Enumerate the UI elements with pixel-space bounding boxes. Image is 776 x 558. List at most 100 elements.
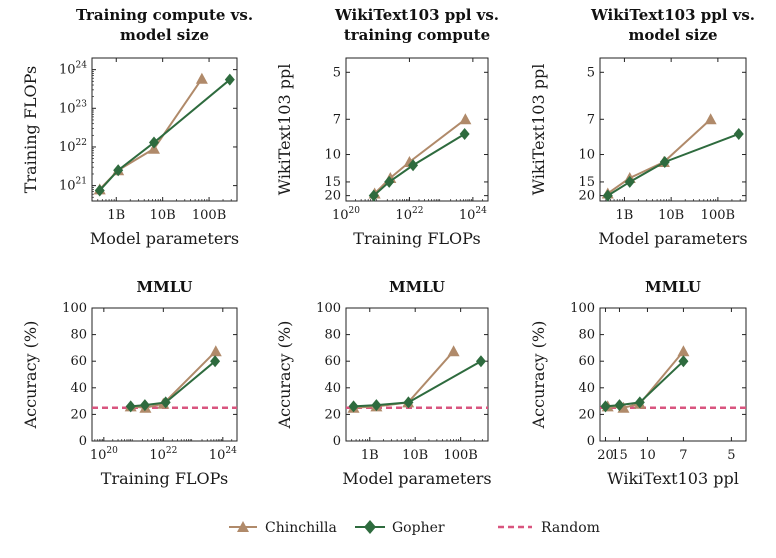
chart-title: MMLU bbox=[136, 278, 192, 296]
data-point-gopher bbox=[659, 156, 670, 168]
y-axis-label: Accuracy (%) bbox=[275, 321, 294, 430]
data-point-gopher bbox=[624, 175, 635, 188]
data-point-gopher bbox=[602, 189, 613, 202]
series-line-gopher bbox=[98, 78, 231, 192]
x-tick-label: 1B bbox=[361, 448, 379, 463]
data-point-gopher bbox=[139, 399, 150, 412]
x-tick-label: 1020 bbox=[332, 206, 360, 223]
x-tick-label: 1024 bbox=[209, 446, 237, 463]
data-point-gopher bbox=[125, 400, 136, 413]
y-tick-label: 100 bbox=[62, 301, 87, 316]
y-tick-label: 1021 bbox=[59, 177, 87, 194]
y-tick-label: 100 bbox=[570, 301, 595, 316]
data-point-gopher bbox=[678, 355, 689, 368]
y-tick-label: 40 bbox=[578, 381, 595, 396]
x-tick-label: 7 bbox=[679, 448, 687, 463]
data-point-gopher bbox=[368, 189, 379, 202]
y-tick-label: 20 bbox=[578, 189, 595, 204]
y-tick-label: 0 bbox=[333, 434, 341, 449]
y-tick-label: 20 bbox=[70, 407, 87, 422]
legend-chinchilla-marker bbox=[237, 521, 249, 532]
plot-frame bbox=[599, 57, 747, 202]
y-tick-label: 60 bbox=[578, 354, 595, 369]
data-point-gopher bbox=[733, 127, 744, 140]
x-tick-label: 1022 bbox=[395, 206, 423, 223]
y-tick-label: 15 bbox=[578, 175, 595, 190]
x-tick-label: 20 bbox=[597, 448, 614, 463]
y-tick-label: 1024 bbox=[59, 61, 87, 78]
data-point-gopher bbox=[160, 396, 171, 409]
data-point-gopher bbox=[403, 396, 414, 409]
x-tick-label: 100B bbox=[701, 208, 735, 223]
x-axis-label: Model parameters bbox=[598, 229, 747, 248]
chart-title: Training compute vs. model size bbox=[76, 6, 253, 44]
x-axis-label: Model parameters bbox=[342, 469, 491, 488]
plot-frame bbox=[599, 307, 747, 442]
data-point-chinchilla bbox=[677, 345, 690, 357]
series-line-gopher bbox=[130, 360, 216, 408]
y-tick-label: 80 bbox=[324, 328, 341, 343]
y-axis-label: Accuracy (%) bbox=[529, 321, 548, 430]
x-tick-label: 1022 bbox=[149, 446, 177, 463]
y-tick-label: 0 bbox=[79, 434, 87, 449]
data-point-gopher bbox=[384, 175, 395, 188]
plot-frame bbox=[345, 307, 489, 442]
chart-c2: WikiText103 ppl vs. training compute 1020 1… bbox=[275, 6, 499, 248]
y-tick-label: 5 bbox=[587, 65, 595, 80]
data-point-gopher bbox=[371, 399, 382, 412]
x-axis-label: Model parameters bbox=[90, 229, 239, 248]
chart-title: MMLU bbox=[645, 278, 701, 296]
x-tick-label: 10 bbox=[639, 448, 656, 463]
data-point-gopher bbox=[634, 396, 645, 409]
y-tick-label: 1023 bbox=[59, 99, 87, 116]
y-tick-label: 60 bbox=[70, 354, 87, 369]
data-point-gopher bbox=[614, 399, 625, 412]
series-line-gopher bbox=[605, 360, 685, 408]
x-tick-label: 10B bbox=[402, 448, 428, 463]
series-line-gopher bbox=[373, 133, 466, 197]
chart-c4: MMLU 1020 1022 1024 0 20 40 60 80 100 Training FLO… bbox=[21, 278, 238, 488]
legend-gopher-marker bbox=[364, 520, 376, 534]
data-point-chinchilla bbox=[617, 401, 630, 413]
legend: Chinchilla Gopher Random bbox=[229, 520, 600, 536]
data-point-chinchilla bbox=[704, 113, 717, 125]
x-tick-label: 1020 bbox=[90, 446, 118, 463]
data-point-gopher bbox=[113, 164, 124, 177]
x-tick-label: 10B bbox=[150, 208, 176, 223]
plot-frame bbox=[91, 57, 238, 202]
data-point-gopher bbox=[148, 136, 159, 149]
chart-title: WikiText103 ppl vs. model size bbox=[590, 6, 755, 44]
y-tick-label: 7 bbox=[587, 112, 595, 127]
chart-c3: WikiText103 ppl vs. model size 1B 10B 100B 5 7… bbox=[529, 6, 755, 248]
data-point-gopher bbox=[459, 127, 470, 140]
data-point-gopher bbox=[210, 355, 221, 368]
y-tick-label: 10 bbox=[578, 148, 595, 163]
x-tick-label: 15 bbox=[611, 448, 628, 463]
x-tick-label: 10B bbox=[658, 208, 684, 223]
y-tick-label: 80 bbox=[578, 328, 595, 343]
plot-frame bbox=[91, 307, 238, 442]
y-tick-label: 10 bbox=[324, 148, 341, 163]
data-point-chinchilla bbox=[447, 345, 460, 357]
chart-title: MMLU bbox=[389, 278, 445, 296]
series-line-chinchilla bbox=[607, 350, 685, 409]
chart-title: WikiText103 ppl vs. training compute bbox=[334, 6, 499, 44]
data-point-gopher bbox=[600, 400, 611, 413]
y-tick-label: 40 bbox=[70, 381, 87, 396]
data-point-gopher bbox=[348, 400, 359, 413]
series-line-chinchilla bbox=[353, 350, 455, 409]
y-axis-label: WikiText103 ppl bbox=[275, 64, 294, 196]
series-line-chinchilla bbox=[130, 350, 217, 409]
data-point-gopher bbox=[94, 184, 105, 197]
data-point-chinchilla bbox=[195, 72, 208, 84]
y-axis-label: Accuracy (%) bbox=[21, 321, 40, 430]
legend-random-label: Random bbox=[541, 520, 600, 536]
chart-c5: MMLU 1B 10B 100B 0 20 40 60 80 100 Model parameter… bbox=[275, 278, 492, 488]
legend-chinchilla-label: Chinchilla bbox=[265, 520, 337, 536]
x-axis-label: WikiText103 ppl bbox=[607, 469, 739, 488]
y-tick-label: 80 bbox=[70, 328, 87, 343]
y-axis-label: WikiText103 ppl bbox=[529, 64, 548, 196]
y-tick-label: 60 bbox=[324, 354, 341, 369]
data-point-gopher bbox=[408, 159, 419, 172]
